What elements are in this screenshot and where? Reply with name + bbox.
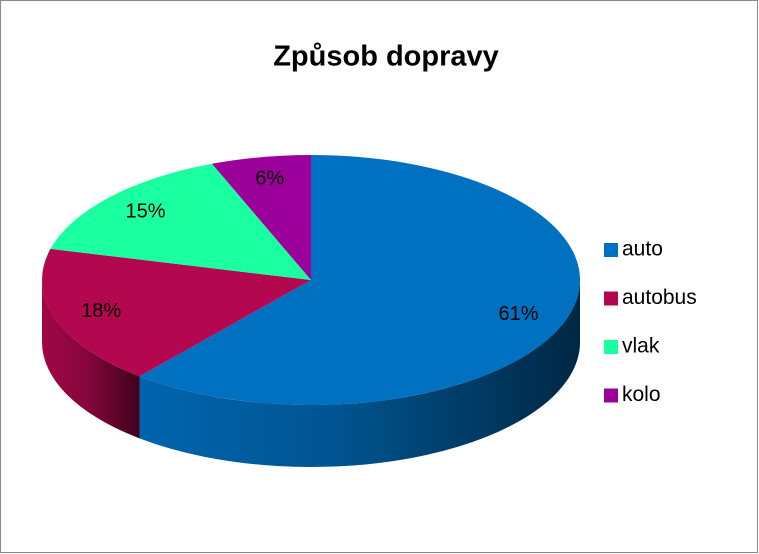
slice — [42, 248, 311, 377]
pie: 61% 18% 15% 6% — [42, 155, 580, 468]
legend-swatch — [604, 340, 618, 354]
legend-swatch — [604, 388, 618, 403]
data-label: 61% — [499, 303, 539, 325]
chart-title: Způsob dopravy — [273, 41, 499, 73]
legend-label: vlak — [622, 335, 660, 358]
data-label: 6% — [255, 168, 284, 190]
legend-swatch — [604, 291, 618, 306]
legend-label: auto — [622, 238, 663, 261]
slice — [139, 155, 580, 405]
data-label: 15% — [126, 200, 166, 222]
legend: auto autobus vlak kolo — [604, 238, 697, 406]
side-shade — [139, 280, 580, 468]
slice — [50, 163, 311, 280]
legend-label: kolo — [622, 383, 661, 406]
legend-label: autobus — [622, 286, 697, 309]
side-shade — [42, 280, 140, 439]
slice — [211, 155, 311, 280]
legend-swatch — [604, 243, 618, 257]
data-label: 18% — [81, 300, 121, 322]
